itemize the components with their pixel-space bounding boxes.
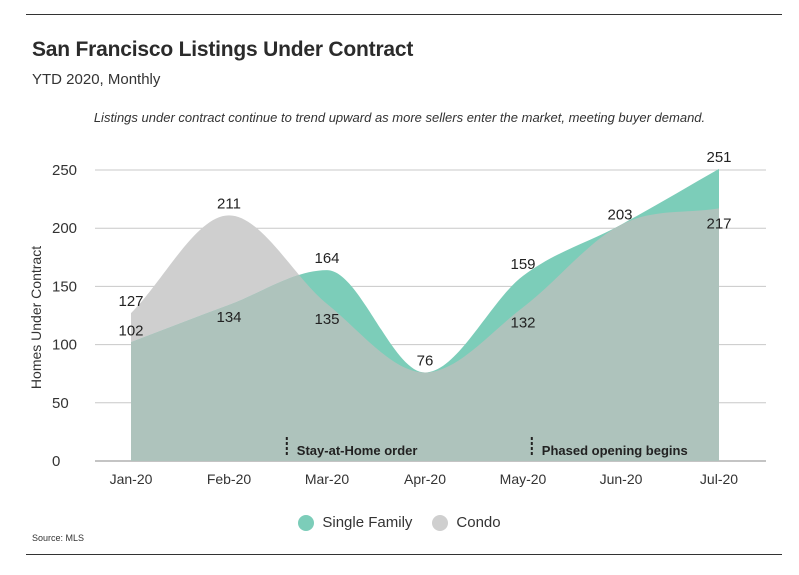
legend-swatch-condo [432, 514, 449, 531]
y-tick-100: 100 [52, 337, 77, 354]
event-label-0: Stay-at-Home order [297, 443, 418, 458]
y-tick-250: 250 [52, 162, 77, 179]
chart-legend: Single Family Condo [0, 514, 799, 531]
chart-subtitle: YTD 2020, Monthly [32, 71, 161, 88]
y-tick-150: 150 [52, 278, 77, 295]
label-single-family-4: 159 [510, 256, 535, 273]
label-condo-6: 217 [706, 215, 731, 232]
label-single-family-6: 251 [706, 149, 731, 166]
label-single-family-2: 164 [314, 250, 339, 267]
chart-annotation: Listings under contract continue to tren… [93, 110, 706, 125]
chart-source: Source: MLS [32, 533, 85, 543]
legend-label-single-family: Single Family [322, 514, 413, 531]
overlap-area [131, 208, 719, 461]
label-single-family-0: 102 [118, 322, 143, 339]
label-both-5: 203 [607, 207, 632, 224]
label-condo-4: 132 [510, 314, 535, 331]
bottom-rule [26, 554, 782, 555]
label-condo-0: 127 [118, 293, 143, 310]
legend-swatch-single-family [298, 514, 315, 531]
y-tick-50: 50 [52, 395, 69, 412]
x-tick-May-20: May-20 [500, 471, 547, 487]
legend-label-condo: Condo [456, 514, 501, 531]
x-tick-Jul-20: Jul-20 [700, 471, 738, 487]
label-both-3: 76 [417, 353, 434, 370]
label-condo-2: 135 [314, 311, 339, 328]
legend-item-condo: Condo [432, 514, 501, 531]
chart-title: San Francisco Listings Under Contract [32, 38, 414, 61]
event-label-1: Phased opening begins [542, 443, 688, 458]
x-tick-Jan-20: Jan-20 [110, 471, 153, 487]
legend-item-single-family: Single Family [298, 514, 412, 531]
label-single-family-1: 134 [216, 309, 241, 326]
y-axis-label: Homes Under Contract [28, 246, 44, 389]
y-tick-0: 0 [52, 453, 60, 470]
x-tick-Apr-20: Apr-20 [404, 471, 446, 487]
top-rule [26, 14, 782, 15]
label-condo-1: 211 [217, 195, 241, 212]
x-tick-Feb-20: Feb-20 [207, 471, 252, 487]
x-tick-Mar-20: Mar-20 [305, 471, 350, 487]
x-tick-Jun-20: Jun-20 [600, 471, 643, 487]
y-tick-200: 200 [52, 220, 77, 237]
